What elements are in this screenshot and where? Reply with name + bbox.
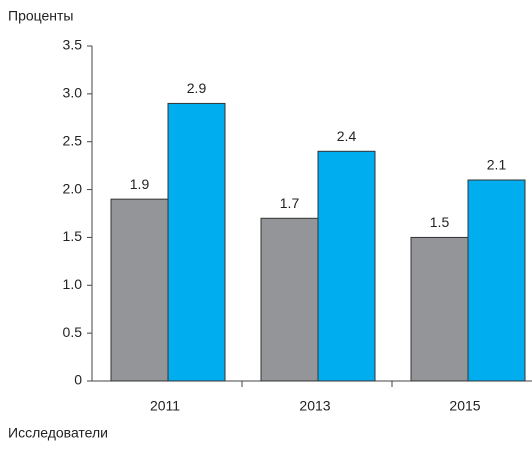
bar [167,102,226,382]
value-label: 1.5 [430,214,450,230]
y-tick-label: 3.0 [63,85,83,101]
value-label: 1.9 [130,176,150,192]
y-tick-label: 1.5 [63,228,83,244]
y-tick-label: 3.5 [63,37,83,53]
y-axis-label: Проценты [8,8,74,24]
value-label: 2.4 [337,128,357,144]
x-tick-label: 2011 [150,398,180,414]
y-tick-label: 2.5 [63,132,83,148]
value-label: 2.1 [487,157,507,173]
bar [260,217,319,382]
y-tick-label: 0.5 [63,324,83,340]
bar [410,236,469,382]
x-tick-label: 2015 [449,398,480,414]
bar [467,179,526,382]
value-label: 1.7 [280,195,300,211]
y-tick-label: 1.0 [63,276,83,292]
y-tick-label: 0 [74,372,82,388]
value-label: 2.9 [187,80,207,96]
bar [317,150,376,382]
bar [110,198,169,382]
x-tick-label: 2013 [299,398,330,414]
y-tick-label: 2.0 [63,180,83,196]
x-axis-label: Исследователи [8,425,108,441]
